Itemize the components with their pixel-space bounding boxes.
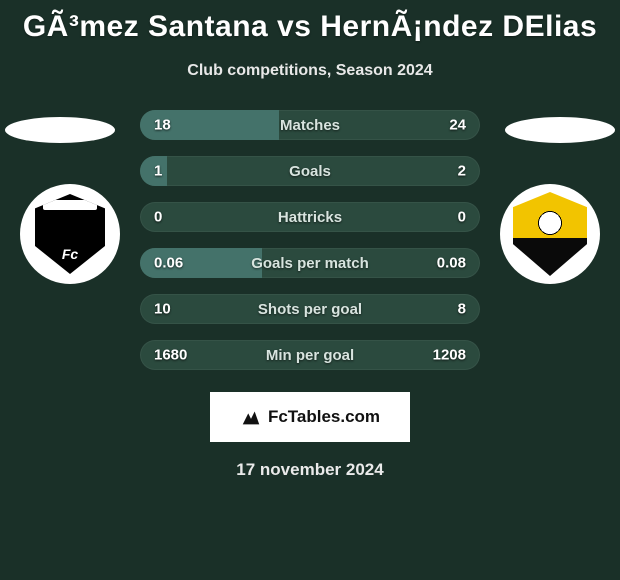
stat-label: Goals per match	[251, 255, 369, 272]
stat-label: Matches	[280, 117, 340, 134]
stat-row: 0 Hattricks 0	[140, 202, 480, 232]
zamora-crest-icon	[35, 194, 105, 274]
tachira-crest-icon	[513, 192, 587, 276]
stat-right-value: 8	[458, 301, 466, 318]
stat-label: Min per goal	[266, 347, 354, 364]
left-club-badge	[20, 184, 120, 284]
subtitle: Club competitions, Season 2024	[0, 62, 620, 80]
right-club-badge	[500, 184, 600, 284]
stat-left-value: 1680	[154, 347, 187, 364]
stats-list: 18 Matches 24 1 Goals 2 0 Hattricks 0 0.06 Goals p…	[140, 110, 480, 370]
fctables-mark-icon	[240, 406, 262, 428]
stat-right-value: 0	[458, 209, 466, 226]
left-flag-ellipse	[5, 117, 115, 143]
stat-row: 1 Goals 2	[140, 156, 480, 186]
stat-left-value: 18	[154, 117, 171, 134]
stat-label: Shots per goal	[258, 301, 362, 318]
page-title: GÃ³mez Santana vs HernÃ¡ndez DElias	[0, 0, 620, 44]
stat-right-value: 2	[458, 163, 466, 180]
stat-label: Goals	[289, 163, 331, 180]
fctables-logo-text: FcTables.com	[268, 407, 380, 427]
stat-row: 1680 Min per goal 1208	[140, 340, 480, 370]
stat-right-value: 1208	[433, 347, 466, 364]
stat-right-value: 0.08	[437, 255, 466, 272]
stat-row: 18 Matches 24	[140, 110, 480, 140]
stat-left-value: 0	[154, 209, 162, 226]
comparison-date: 17 november 2024	[0, 460, 620, 480]
stat-left-value: 0.06	[154, 255, 183, 272]
stat-left-value: 10	[154, 301, 171, 318]
stat-label: Hattricks	[278, 209, 342, 226]
stat-row: 0.06 Goals per match 0.08	[140, 248, 480, 278]
stat-left-value: 1	[154, 163, 162, 180]
comparison-panel: 18 Matches 24 1 Goals 2 0 Hattricks 0 0.06 Goals p…	[0, 110, 620, 480]
stat-row: 10 Shots per goal 8	[140, 294, 480, 324]
right-flag-ellipse	[505, 117, 615, 143]
fctables-logo[interactable]: FcTables.com	[210, 392, 410, 442]
stat-right-value: 24	[449, 117, 466, 134]
